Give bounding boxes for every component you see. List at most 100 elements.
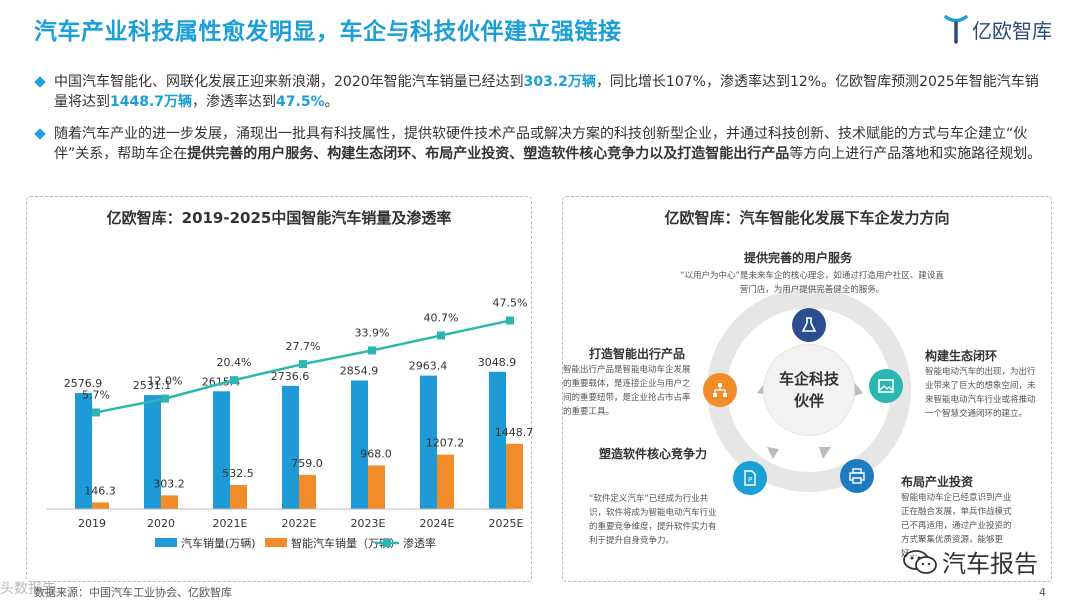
bar-smart [299,474,316,509]
bullet-1-text-3: ，渗透率达到 [192,94,277,110]
rate-label: 12.0% [148,375,183,388]
rate-label: 40.7% [424,311,459,324]
legend-smart-swatch [265,538,287,547]
bullet-1-highlight-3: 47.5% [276,94,325,110]
x-tick-label: 2025E [489,517,524,530]
rate-label: 20.4% [217,356,252,369]
legend-total-swatch [155,538,177,547]
document-icon: P [744,470,756,486]
node-user-service [792,308,826,342]
node-ecosystem [869,369,903,403]
section-bottom-right-text: 智能电动车企已经意识到产业正在融合发展，单兵作战模式已不再适用，通过产业投资的方… [901,493,1012,559]
bar-smart-label: 759.0 [291,457,323,470]
arrow-bottom-left [767,447,779,459]
bar-total-label: 2531.1 [133,379,172,392]
diagram-panel: 亿欧智库：汽车智能化发展下车企发力方向 车企科技伙伴 P 提供完善的用户服务 “… [562,196,1052,582]
bullet-2-text-2: 等方向上进行产品落地和实施路径规划。 [789,146,1042,162]
logo-text: 亿欧智库 [972,18,1052,43]
bullet-list: 中国汽车智能化、网联化发展正迎来新浪潮，2020年智能汽车销量已经达到303.2… [34,72,1044,176]
bullet-2-text: 随着汽车产业的进一步发展，涌现出一批具有科技属性，提供软硬件技术产品或解决方案的… [54,126,1028,162]
watermark-right: 汽车报告 [902,544,1038,579]
rate-label: 5.7% [82,388,110,401]
bar-total [213,391,230,509]
chart-panel: 亿欧智库：2019-2025中国智能汽车销量及渗透率 2576.9 146.3 20… [26,196,533,582]
node-software: P [733,461,767,495]
image-icon [878,379,894,393]
legend-rate-marker [383,539,391,547]
watermark-right-text: 汽车报告 [942,550,1038,578]
node-investment [840,459,874,493]
bullet-2: 随着汽车产业的进一步发展，涌现出一批具有科技属性，提供软硬件技术产品或解决方案的… [34,124,1044,164]
bar-smart [506,443,523,509]
section-top-title: 提供完善的用户服务 [744,251,853,265]
rate-point [368,346,376,355]
page-title: 汽车产业科技属性愈发明显，车企与科技伙伴建立强链接 [34,19,622,45]
bar-smart [230,485,247,509]
bar-total-label: 2576.9 [64,377,103,390]
rate-point [506,316,514,325]
bullet-1-text: 中国汽车智能化、网联化发展正迎来新浪潮，2020年智能汽车销量已经达到 [54,74,524,90]
bullet-1: 中国汽车智能化、网联化发展正迎来新浪潮，2020年智能汽车销量已经达到303.2… [34,72,1044,112]
bar-smart-label: 968.0 [360,447,392,460]
node-mobility [703,373,737,407]
x-tick-label: 2019 [78,517,106,530]
logo: 亿欧智库 [944,14,1052,44]
bar-total [420,375,437,509]
rate-label: 47.5% [493,297,528,310]
svg-text:P: P [748,476,752,484]
sales-chart: 2576.9146.320192531.1303.220202615.4532.… [47,297,533,550]
section-bottom-left-text: “软件定义汽车”已经成为行业共识，软件将成为智能电动汽车行业的重要竞争维度，提升… [589,494,717,546]
bar-total [351,380,368,509]
x-tick-label: 2022E [282,517,317,530]
rate-point [161,394,169,403]
rate-point [299,360,307,369]
section-right-title: 构建生态闭环 [925,349,998,363]
rate-point [437,331,445,340]
bar-total-label: 3048.9 [478,356,517,369]
legend-total-label: 汽车销量(万辆) [181,536,256,550]
bullet-1-highlight-2: 1448.7万辆 [110,94,193,110]
bar-smart [92,502,109,509]
bar-smart [161,495,178,509]
flowchart-icon [713,383,727,397]
bullet-1-text-2: ，同比增长107%，渗透率达到12%。亿欧智库预测2025年智能汽车销量将达到 [54,74,1039,110]
chart-title: 亿欧智库：2019-2025中国智能汽车销量及渗透率 [106,209,452,227]
bar-total [144,395,161,509]
bar-smart-label: 303.2 [153,477,185,490]
bar-smart [437,454,454,509]
bar-smart [368,465,385,509]
bar-total-label: 2854.9 [340,365,379,378]
x-tick-label: 2024E [420,517,455,530]
center-label: 车企科技伙伴 [763,344,855,436]
section-left-text: 智能出行产品是智能电动车企发展的重要载体，是连接企业与用户之间的重要纽带，是企业… [563,365,691,417]
legend-rate-label: 渗透率 [403,536,436,550]
bullet-2-bold: 提供完善的用户服务、构建生态闭环、布局产业投资、塑造软件核心竞争力以及打造智能出… [187,146,790,162]
bullet-1-text-4: 。 [324,94,339,110]
printer-icon [849,468,865,484]
bar-total [75,393,92,509]
arrow-bottom-right [819,447,831,459]
section-bottom-right-title: 布局产业投资 [901,475,974,489]
bar-smart-label: 532.5 [222,467,254,480]
bar-smart-label: 1207.2 [426,437,465,450]
rate-label: 33.9% [355,326,390,339]
watermark-left: 头数报告 [0,581,56,597]
x-tick-label: 2020 [147,517,175,530]
bar-total [282,385,299,509]
rate-label: 27.7% [286,340,321,353]
section-top-text: “以用户为中心”是未来车企的核心理念，如通过打造用户社区、建设直营门店，为用户提… [680,271,944,295]
diagram-title: 亿欧智库：汽车智能化发展下车企发力方向 [664,209,950,227]
bullet-1-highlight-1: 303.2万辆 [523,74,596,90]
section-right-text: 智能电动汽车的出现，为出行业带来了巨大的想象空间，未来智能电动汽车行业或将推动一… [925,367,1036,419]
section-left-title: 打造智能出行产品 [589,347,686,361]
rate-point [230,376,238,385]
data-source: 数据来源：中国汽车工业协会、亿欧智库 [34,586,232,599]
rate-point [92,408,100,417]
x-tick-label: 2021E [213,517,248,530]
wechat-icon [903,549,937,574]
center-text: 车企科技伙伴 [779,370,840,410]
page-number: 4 [1039,586,1046,599]
bar-total-label: 2963.4 [409,360,448,373]
bar-smart-label: 1448.7 [495,426,533,439]
bar-total [489,371,506,509]
